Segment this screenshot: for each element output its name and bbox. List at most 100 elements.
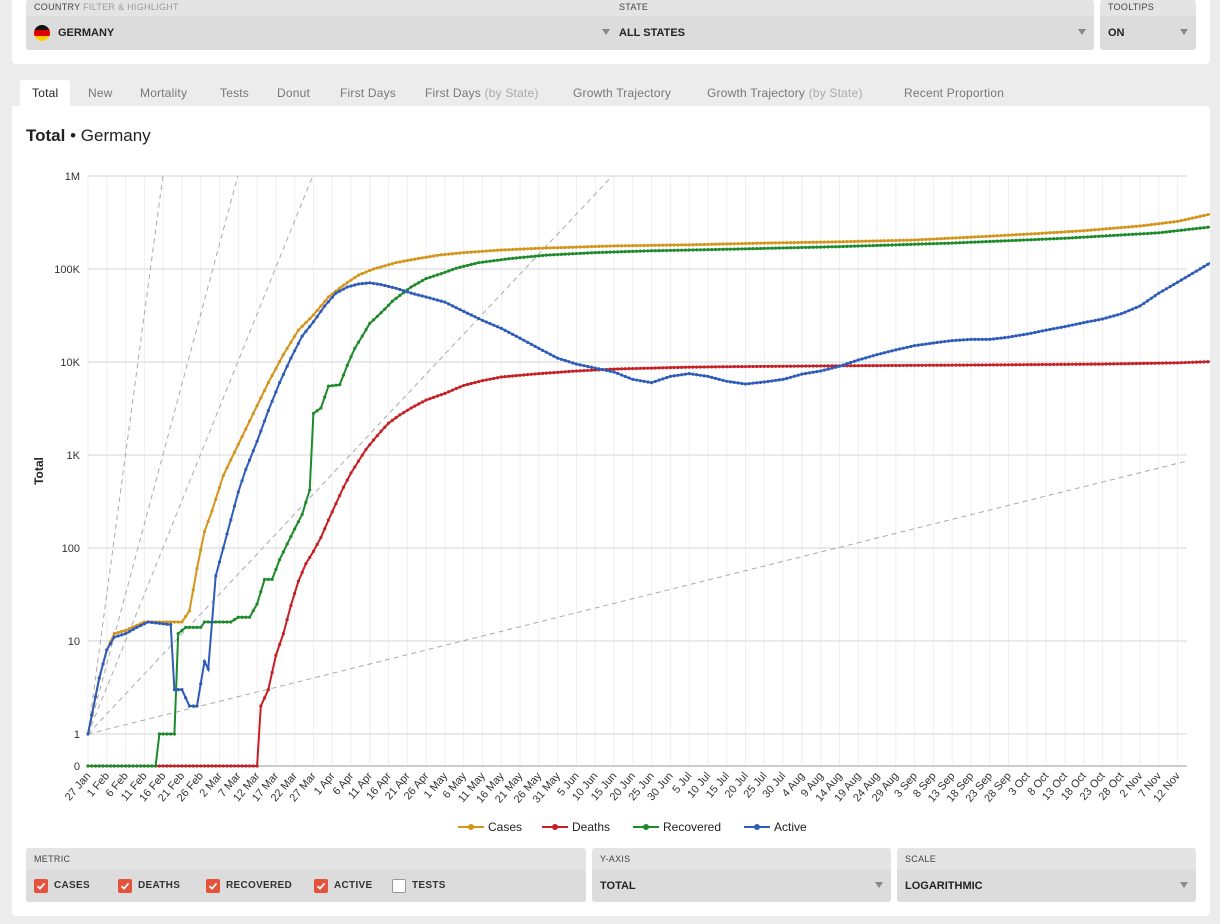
data-point	[541, 246, 545, 250]
data-point	[593, 244, 597, 249]
data-point	[804, 364, 808, 368]
data-point	[296, 341, 301, 346]
data-point	[954, 241, 958, 245]
chevron-down-icon[interactable]	[1078, 29, 1086, 35]
data-point	[364, 447, 368, 451]
data-point	[665, 248, 669, 253]
metric-control: METRIC CASES DEATHS RECOVERED ACTIVE TESTS	[26, 848, 586, 902]
tab-growth-trajectory[interactable]: Growth Trajectory	[573, 80, 671, 106]
tab-mortality[interactable]: Mortality	[140, 80, 187, 106]
data-point	[371, 438, 376, 442]
data-point	[225, 620, 229, 624]
data-point	[751, 364, 755, 369]
checkbox-checked-icon[interactable]	[34, 879, 48, 893]
data-point	[695, 365, 699, 369]
legend-item-active[interactable]: Active	[744, 820, 807, 834]
data-point	[323, 304, 327, 308]
tooltips-box[interactable]: ON	[1100, 16, 1196, 50]
data-point	[311, 313, 316, 317]
series-line	[88, 360, 1210, 767]
tab-first-days-by-state[interactable]: First Days (by State)	[425, 80, 539, 106]
tab-donut[interactable]: Donut	[277, 80, 310, 106]
checkbox-checked-icon[interactable]	[314, 879, 328, 893]
data-point	[195, 704, 199, 708]
data-point	[90, 764, 94, 768]
metric-options: CASES DEATHS RECOVERED ACTIVE TESTS	[26, 870, 586, 902]
legend-item-recovered[interactable]: Recovered	[633, 820, 721, 834]
chevron-down-icon[interactable]	[1180, 882, 1188, 888]
data-point	[180, 620, 184, 624]
data-point	[1198, 267, 1202, 271]
data-point	[563, 370, 567, 374]
tab-growth-trajectory-by-state[interactable]: Growth Trajectory (by State)	[707, 80, 863, 106]
data-point	[552, 246, 556, 250]
data-point	[1063, 325, 1067, 329]
data-point	[229, 458, 233, 462]
legend-item-cases[interactable]: Cases	[458, 820, 522, 834]
data-point	[691, 372, 695, 376]
data-point	[604, 368, 609, 373]
checkbox-checked-icon[interactable]	[206, 879, 220, 893]
data-point	[262, 696, 267, 700]
data-point	[1055, 326, 1059, 330]
data-point	[777, 246, 781, 250]
chevron-down-icon[interactable]	[602, 29, 610, 35]
data-point	[1003, 239, 1007, 243]
yaxis-control[interactable]: Y-AXIS TOTAL	[592, 848, 891, 902]
data-point	[976, 337, 981, 341]
state-filter[interactable]: STATE ALL STATES	[611, 0, 1094, 50]
data-point	[492, 323, 496, 327]
data-point	[304, 500, 308, 504]
data-point	[830, 245, 834, 249]
data-point	[146, 764, 150, 768]
scale-control[interactable]: SCALE LOGARITHMIC	[897, 848, 1196, 902]
data-point	[417, 256, 421, 261]
yaxis-select[interactable]: TOTAL	[592, 870, 891, 902]
data-point	[262, 577, 267, 581]
checkbox-checked-icon[interactable]	[118, 879, 132, 893]
data-point	[507, 374, 511, 378]
data-point	[1160, 221, 1165, 225]
chevron-down-icon[interactable]	[1180, 29, 1188, 35]
data-point	[604, 250, 609, 254]
data-point	[236, 764, 240, 768]
data-point	[1172, 282, 1176, 287]
state-filter-box[interactable]: ALL STATES	[611, 16, 1094, 50]
tab-recent-proportion[interactable]: Recent Proportion	[904, 80, 1004, 106]
country-filter[interactable]: COUNTRY FILTER & HIGHLIGHT GERMANY	[26, 0, 618, 50]
checkbox-unchecked-icon[interactable]	[392, 879, 406, 893]
data-point	[364, 328, 368, 332]
data-point	[755, 364, 759, 369]
data-point	[86, 764, 90, 768]
data-point	[247, 458, 252, 462]
data-point	[1115, 313, 1120, 317]
data-point	[920, 242, 924, 246]
tab-new[interactable]: New	[88, 80, 113, 106]
data-point	[822, 368, 827, 372]
data-point	[345, 363, 349, 367]
data-point	[1145, 223, 1150, 227]
data-point	[661, 366, 665, 370]
data-point	[1021, 333, 1026, 337]
data-point	[649, 381, 654, 385]
data-point	[195, 764, 199, 768]
data-point	[702, 248, 706, 252]
data-point	[315, 308, 319, 313]
data-point	[950, 236, 954, 240]
tab-tests[interactable]: Tests	[220, 80, 249, 106]
country-filter-box[interactable]: GERMANY	[26, 16, 618, 50]
data-point	[943, 339, 947, 344]
tab-total[interactable]: Total	[20, 80, 71, 106]
data-point	[1127, 225, 1131, 229]
tooltips-toggle[interactable]: TOOLTIPS ON	[1100, 0, 1196, 50]
data-point	[323, 527, 327, 531]
data-point	[544, 350, 548, 354]
data-point	[319, 309, 323, 313]
data-point	[657, 366, 661, 370]
chevron-down-icon[interactable]	[875, 882, 883, 888]
legend-item-deaths[interactable]: Deaths	[542, 820, 610, 834]
data-point	[1085, 320, 1090, 324]
data-point	[819, 245, 823, 249]
scale-select[interactable]: LOGARITHMIC	[897, 870, 1196, 902]
tab-first-days[interactable]: First Days	[340, 80, 396, 106]
